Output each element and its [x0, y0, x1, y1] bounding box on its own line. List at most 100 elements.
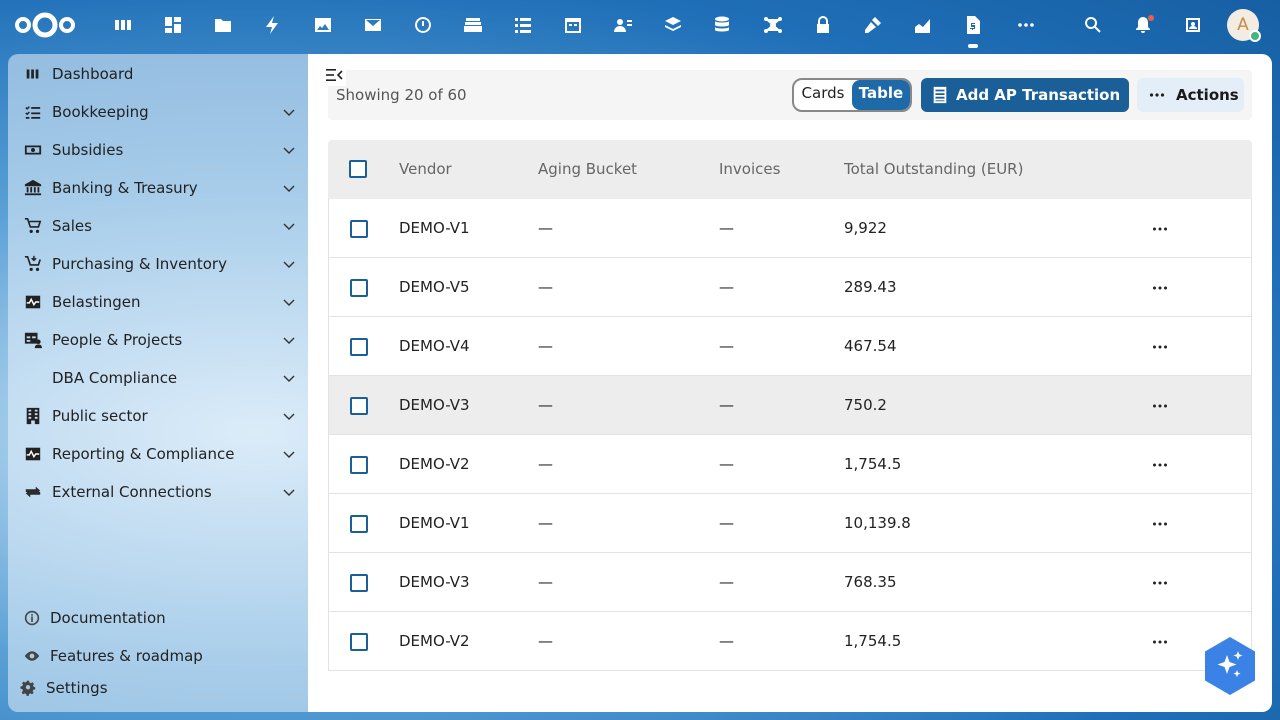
chevron-down-icon[interactable]: [280, 483, 298, 501]
dashboard-app-icon[interactable]: [111, 13, 135, 37]
timer-app-icon[interactable]: [411, 13, 435, 37]
chevron-down-icon[interactable]: [280, 103, 298, 121]
files-app-icon[interactable]: [211, 13, 235, 37]
column-header-invoices[interactable]: Invoices: [719, 160, 781, 178]
chevron-down-icon[interactable]: [280, 445, 298, 463]
row-checkbox[interactable]: [350, 456, 368, 474]
sidebar-item-external-connections[interactable]: External Connections: [16, 474, 300, 510]
sidebar-item-banking-treasury[interactable]: Banking & Treasury: [16, 170, 300, 206]
documentation-label: Documentation: [50, 609, 166, 627]
view-table-option[interactable]: Table: [852, 80, 910, 110]
aging-bucket-cell: —: [538, 514, 553, 532]
contacts-menu-icon[interactable]: [1181, 13, 1205, 37]
view-cards-option[interactable]: Cards: [801, 84, 845, 102]
row-checkbox[interactable]: [350, 633, 368, 651]
vendor-cell: DEMO-V1: [399, 219, 470, 237]
row-checkbox[interactable]: [350, 279, 368, 297]
actions-button[interactable]: Actions: [1137, 78, 1244, 112]
row-actions-icon[interactable]: [1150, 396, 1170, 416]
row-actions-icon[interactable]: [1150, 632, 1170, 652]
user-avatar[interactable]: A: [1227, 9, 1261, 42]
row-actions-icon[interactable]: [1150, 337, 1170, 357]
layers-app-icon[interactable]: [661, 13, 685, 37]
notifications-bell-icon[interactable]: [1131, 13, 1155, 37]
total-outstanding-cell: 289.43: [844, 278, 897, 296]
sidebar-item-belastingen[interactable]: Belastingen: [16, 284, 300, 320]
chevron-down-icon[interactable]: [280, 407, 298, 425]
sidebar-item-dba-compliance[interactable]: DBA Compliance: [16, 360, 300, 396]
mail-app-icon[interactable]: [361, 13, 385, 37]
table-row[interactable]: DEMO-V5 — — 289.43: [328, 258, 1252, 317]
passwords-app-icon[interactable]: [811, 13, 835, 37]
photos-app-icon[interactable]: [311, 13, 335, 37]
sidebar-item-people-projects[interactable]: People & Projects: [16, 322, 300, 358]
row-checkbox[interactable]: [350, 220, 368, 238]
chevron-down-icon[interactable]: [280, 141, 298, 159]
vendor-cell: DEMO-V1: [399, 514, 470, 532]
sidebar-item-label: Dashboard: [52, 65, 134, 83]
sidebar-item-bookkeeping[interactable]: Bookkeeping: [16, 94, 300, 130]
documentation-link[interactable]: Documentation: [16, 603, 300, 633]
search-icon[interactable]: [1081, 13, 1105, 37]
select-all-checkbox[interactable]: [349, 160, 367, 178]
table-row[interactable]: DEMO-V1 — — 10,139.8: [328, 494, 1252, 553]
assistant-sparkle-button[interactable]: [1203, 636, 1257, 696]
invoices-cell: —: [719, 278, 734, 296]
menu-collapse-icon: [326, 69, 343, 81]
nextcloud-logo[interactable]: [14, 10, 76, 40]
chevron-down-icon[interactable]: [280, 369, 298, 387]
row-checkbox[interactable]: [350, 397, 368, 415]
toggle-navigation-button[interactable]: [322, 64, 346, 86]
more-apps-icon[interactable]: [1014, 13, 1038, 37]
row-actions-icon[interactable]: [1150, 573, 1170, 593]
pulse-icon: [22, 291, 44, 313]
sidebar-item-public-sector[interactable]: Public sector: [16, 398, 300, 434]
database-app-icon[interactable]: [711, 13, 735, 37]
chevron-down-icon[interactable]: [280, 217, 298, 235]
row-checkbox[interactable]: [350, 515, 368, 533]
table-row[interactable]: DEMO-V2 — — 1,754.5: [328, 612, 1252, 671]
row-checkbox[interactable]: [350, 338, 368, 356]
sidebar-item-purchasing-inventory[interactable]: Purchasing & Inventory: [16, 246, 300, 282]
invoice-app-icon[interactable]: [961, 13, 985, 48]
chevron-down-icon[interactable]: [280, 293, 298, 311]
network-app-icon[interactable]: [761, 13, 785, 37]
tasks-app-icon[interactable]: [511, 13, 535, 37]
table-row[interactable]: DEMO-V4 — — 467.54: [328, 317, 1252, 376]
chevron-down-icon[interactable]: [280, 179, 298, 197]
row-actions-icon[interactable]: [1150, 278, 1170, 298]
forms-app-icon[interactable]: [861, 13, 885, 37]
sidebar-item-subsidies[interactable]: Subsidies: [16, 132, 300, 168]
sparkle-icon: [1217, 651, 1243, 678]
column-header-total-outstanding[interactable]: Total Outstanding (EUR): [844, 160, 1024, 178]
deck-app-icon[interactable]: [461, 13, 485, 37]
row-actions-icon[interactable]: [1150, 455, 1170, 475]
column-header-aging-bucket[interactable]: Aging Bucket: [538, 160, 638, 178]
sidebar-item-label: People & Projects: [52, 331, 183, 349]
chevron-down-icon[interactable]: [280, 255, 298, 273]
contacts-app-icon[interactable]: [611, 13, 635, 37]
add-ap-transaction-button[interactable]: Add AP Transaction: [921, 78, 1129, 112]
vendor-cell: DEMO-V3: [399, 573, 470, 591]
sidebar-item-sales[interactable]: Sales: [16, 208, 300, 244]
features-roadmap-link[interactable]: Features & roadmap: [16, 641, 300, 671]
calendar-app-icon[interactable]: [561, 13, 585, 37]
activity-app-icon[interactable]: [161, 13, 185, 37]
table-row[interactable]: DEMO-V3 — — 768.35: [328, 553, 1252, 612]
table-row[interactable]: DEMO-V2 — — 1,754.5: [328, 435, 1252, 494]
sidebar-item-reporting-compliance[interactable]: Reporting & Compliance: [16, 436, 300, 472]
vendor-cell: DEMO-V2: [399, 632, 470, 650]
chevron-down-icon[interactable]: [280, 331, 298, 349]
total-outstanding-cell: 9,922: [844, 219, 887, 237]
settings-link[interactable]: Settings: [12, 673, 296, 703]
analytics-app-icon[interactable]: [911, 13, 935, 37]
sidebar-item-dashboard[interactable]: Dashboard: [16, 56, 300, 92]
row-actions-icon[interactable]: [1150, 514, 1170, 534]
flash-app-icon[interactable]: [261, 13, 285, 37]
table-row[interactable]: DEMO-V3 — — 750.2: [328, 376, 1252, 435]
row-actions-icon[interactable]: [1150, 219, 1170, 239]
view-switch[interactable]: Cards Table: [792, 78, 912, 112]
column-header-vendor[interactable]: Vendor: [399, 160, 452, 178]
table-row[interactable]: DEMO-V1 — — 9,922: [328, 199, 1252, 258]
row-checkbox[interactable]: [350, 574, 368, 592]
